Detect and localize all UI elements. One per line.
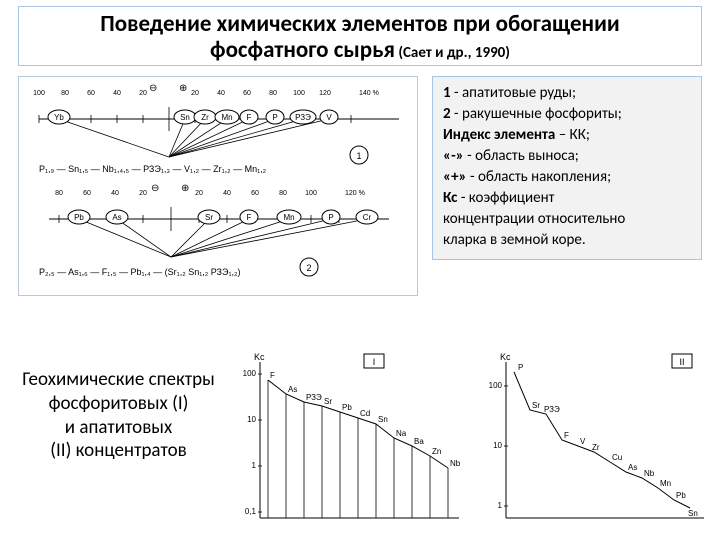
svg-text:Zn: Zn	[432, 447, 441, 456]
svg-text:40: 40	[223, 190, 231, 197]
title-citation: (Сает и др., 1990)	[395, 44, 510, 62]
svg-text:P: P	[518, 363, 523, 372]
svg-text:Yb: Yb	[54, 113, 64, 122]
svg-text:100: 100	[305, 190, 317, 197]
svg-text:P₂,₅ — As₁,₆ — F₁,₅ — Pb₁,₄ —: P₂,₅ — As₁,₆ — F₁,₅ — Pb₁,₄ — (Sr₁,₂ Sn₁…	[39, 267, 241, 277]
svg-text:II: II	[679, 357, 684, 367]
svg-text:100: 100	[243, 369, 257, 378]
svg-text:20: 20	[139, 190, 147, 197]
svg-text:60: 60	[87, 90, 95, 97]
svg-text:P₁,₉ — Sn₁,₅ — Nb₁,₄,₅ — РЗЭ₁,: P₁,₉ — Sn₁,₅ — Nb₁,₄,₅ — РЗЭ₁,₃ — V₁,₂ —…	[39, 164, 267, 174]
title-line2: фосфатного сырья (Сает и др., 1990)	[27, 37, 693, 63]
svg-text:Mn: Mn	[221, 113, 232, 122]
svg-text:140 %: 140 %	[359, 90, 379, 97]
svg-text:60: 60	[251, 190, 259, 197]
svg-text:P: P	[272, 113, 277, 122]
svg-text:20: 20	[191, 90, 199, 97]
svg-text:Sr: Sr	[532, 401, 540, 410]
svg-text:Cu: Cu	[612, 453, 622, 462]
svg-text:20: 20	[139, 90, 147, 97]
svg-text:Sr: Sr	[205, 213, 213, 222]
svg-text:V: V	[580, 437, 586, 446]
svg-text:100: 100	[33, 90, 45, 97]
legend-line: Кс - коэффициент	[443, 188, 691, 209]
svg-text:80: 80	[61, 90, 69, 97]
svg-text:F: F	[247, 113, 252, 122]
svg-text:P: P	[328, 213, 333, 222]
title-line2-main: фосфатного сырья	[210, 36, 395, 64]
svg-text:F: F	[564, 431, 569, 440]
svg-text:⊖: ⊖	[151, 183, 159, 194]
svg-text:Kc: Kc	[500, 352, 511, 362]
svg-text:100: 100	[293, 90, 305, 97]
svg-text:Zr: Zr	[201, 113, 209, 122]
svg-text:Sn: Sn	[180, 113, 190, 122]
svg-text:10: 10	[493, 441, 502, 450]
svg-text:V: V	[326, 113, 332, 122]
svg-text:20: 20	[195, 190, 203, 197]
svg-text:F: F	[247, 213, 252, 222]
svg-text:120 %: 120 %	[345, 190, 365, 197]
title-line1: Поведение химических элементов при обога…	[27, 11, 693, 37]
legend-panel: 1 - апатитовые руды; 2 - ракушечные фосф…	[432, 76, 702, 260]
svg-text:1: 1	[356, 151, 361, 161]
svg-text:As: As	[628, 463, 637, 472]
svg-text:0,1: 0,1	[245, 507, 257, 516]
legend-line: кларка в земной коре.	[443, 230, 691, 251]
svg-text:Zr: Zr	[592, 443, 600, 452]
svg-text:⊖: ⊖	[149, 83, 157, 94]
svg-text:1: 1	[498, 501, 503, 510]
svg-text:80: 80	[279, 190, 287, 197]
svg-text:⊕: ⊕	[179, 83, 187, 94]
legend-line: концентрации относительно	[443, 209, 691, 230]
svg-text:40: 40	[111, 190, 119, 197]
svg-text:120: 120	[319, 90, 331, 97]
svg-text:60: 60	[83, 190, 91, 197]
svg-text:80: 80	[55, 190, 63, 197]
svg-text:80: 80	[269, 90, 277, 97]
svg-text:Cr: Cr	[363, 213, 372, 222]
svg-text:⊕: ⊕	[181, 183, 189, 194]
svg-text:Sn: Sn	[378, 415, 388, 424]
spectra-charts: Kc I 100 10 1 0,1	[234, 348, 709, 528]
title-panel: Поведение химических элементов при обога…	[18, 6, 702, 66]
svg-text:Kc: Kc	[254, 352, 265, 362]
svg-text:Pb: Pb	[342, 403, 352, 412]
legend-line: 2 - ракушечные фосфориты;	[443, 104, 691, 125]
legend-line: Индекс элемента – КК;	[443, 125, 691, 146]
svg-text:2: 2	[306, 263, 311, 273]
svg-text:Sr: Sr	[324, 397, 332, 406]
svg-text:РЗЭ: РЗЭ	[544, 405, 560, 414]
svg-text:РЗЭ: РЗЭ	[306, 393, 322, 402]
svg-text:Cd: Cd	[360, 409, 370, 418]
spectra-caption: Геохимические спектры фосфоритовых (I) и…	[6, 368, 231, 463]
svg-text:40: 40	[217, 90, 225, 97]
legend-line: «+» - область накопления;	[443, 167, 691, 188]
legend-line: 1 - апатитовые руды;	[443, 83, 691, 104]
svg-text:F: F	[270, 371, 275, 380]
svg-text:Nb: Nb	[450, 459, 461, 468]
svg-text:Pb: Pb	[676, 491, 686, 500]
svg-text:Nb: Nb	[644, 469, 655, 478]
svg-text:40: 40	[113, 90, 121, 97]
svg-text:As: As	[288, 385, 297, 394]
svg-text:I: I	[373, 357, 376, 367]
svg-text:60: 60	[243, 90, 251, 97]
svg-text:Pb: Pb	[74, 213, 84, 222]
svg-text:Mn: Mn	[283, 213, 294, 222]
svg-text:РЗЭ: РЗЭ	[295, 113, 311, 122]
svg-text:10: 10	[247, 415, 256, 424]
svg-text:100: 100	[489, 381, 503, 390]
svg-text:Na: Na	[396, 429, 407, 438]
enrichment-diagram: 100 80 60 40 20 20 40 60 80 100 120 140 …	[18, 76, 418, 296]
svg-text:Mn: Mn	[660, 479, 671, 488]
svg-text:As: As	[112, 213, 121, 222]
svg-text:Ba: Ba	[414, 437, 424, 446]
svg-text:1: 1	[252, 461, 257, 470]
svg-text:Sn: Sn	[688, 509, 698, 518]
legend-line: «-» - область выноса;	[443, 146, 691, 167]
